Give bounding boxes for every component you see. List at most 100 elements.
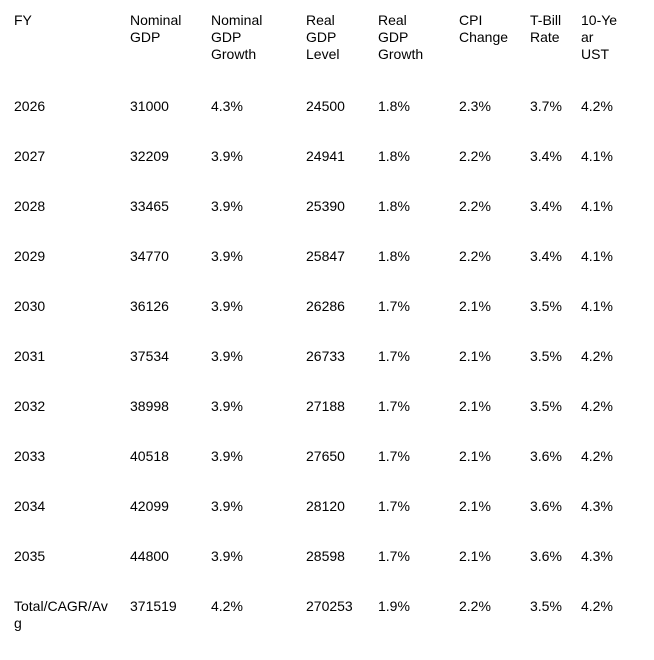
table-row: 2027 32209 3.9% 24941 1.8% 2.2% 3.4% 4.1% bbox=[14, 148, 654, 198]
table-cell: 4.2% bbox=[581, 348, 613, 364]
table-cell: 1.8% bbox=[378, 198, 410, 214]
table-row: 2033 40518 3.9% 27650 1.7% 2.1% 3.6% 4.2% bbox=[14, 448, 654, 498]
table-cell: 1.7% bbox=[378, 398, 410, 414]
table-cell: 4.1% bbox=[581, 148, 613, 164]
table-cell: 32209 bbox=[130, 148, 169, 164]
table-cell: 38998 bbox=[130, 398, 169, 414]
table-cell: 371519 bbox=[130, 598, 177, 614]
table-cell: 44800 bbox=[130, 548, 169, 564]
table-cell: 3.5% bbox=[530, 348, 562, 364]
table-cell: 4.1% bbox=[581, 248, 613, 264]
table-cell: 3.4% bbox=[530, 148, 562, 164]
table-row: Total/CAGR/Av g 371519 4.2% 270253 1.9% 2.2% 3.… bbox=[14, 598, 654, 648]
header-line: CPI bbox=[459, 12, 483, 28]
table-cell: 27650 bbox=[306, 448, 345, 464]
column-header-cpi-change: CPI Change bbox=[459, 12, 530, 98]
row-label-line: 2029 bbox=[14, 248, 46, 264]
row-label-line: Total/CAGR/Av bbox=[14, 598, 108, 614]
table-cell: 2.2% bbox=[459, 148, 491, 164]
table-cell: 28120 bbox=[306, 498, 345, 514]
header-line: GDP bbox=[378, 29, 409, 45]
table-cell: 2.3% bbox=[459, 98, 491, 114]
table-cell: 4.1% bbox=[581, 298, 613, 314]
table-cell: 1.8% bbox=[378, 98, 410, 114]
header-line: Nominal bbox=[130, 12, 182, 28]
table-cell: 3.5% bbox=[530, 398, 562, 414]
table-cell: 1.7% bbox=[378, 298, 410, 314]
table-cell: 3.9% bbox=[211, 248, 243, 264]
table-cell: 4.2% bbox=[581, 598, 613, 614]
table-cell: 4.2% bbox=[581, 398, 613, 414]
table-cell: 3.4% bbox=[530, 248, 562, 264]
row-label-cell: 2029 bbox=[14, 248, 130, 298]
table-cell: 2.1% bbox=[459, 448, 491, 464]
table-cell: 28598 bbox=[306, 548, 345, 564]
row-label-cell: 2033 bbox=[14, 448, 130, 498]
header-line: Change bbox=[459, 29, 509, 45]
header-line: T-Bill bbox=[530, 12, 562, 28]
row-label-cell: 2028 bbox=[14, 198, 130, 248]
table-cell: 4.2% bbox=[581, 98, 613, 114]
header-line: UST bbox=[581, 46, 609, 62]
table-row: 2035 44800 3.9% 28598 1.7% 2.1% 3.6% 4.3% bbox=[14, 548, 654, 598]
table-cell: 42099 bbox=[130, 498, 169, 514]
table-cell: 2.1% bbox=[459, 298, 491, 314]
row-label-cell: Total/CAGR/Av g bbox=[14, 598, 130, 648]
header-line: Rate bbox=[530, 29, 560, 45]
header-line: Growth bbox=[211, 46, 257, 62]
row-label-cell: 2034 bbox=[14, 498, 130, 548]
table-cell: 1.7% bbox=[378, 448, 410, 464]
table-cell: 3.6% bbox=[530, 548, 562, 564]
row-label-line: 2028 bbox=[14, 198, 46, 214]
table-cell: 3.6% bbox=[530, 498, 562, 514]
table-cell: 36126 bbox=[130, 298, 169, 314]
table-cell: 24500 bbox=[306, 98, 345, 114]
column-header-nominal-gdp-growth: Nominal GDP Growth bbox=[211, 12, 306, 98]
table-cell: 3.5% bbox=[530, 298, 562, 314]
row-label-cell: 2030 bbox=[14, 298, 130, 348]
table-row: 2031 37534 3.9% 26733 1.7% 2.1% 3.5% 4.2% bbox=[14, 348, 654, 398]
table-cell: 27188 bbox=[306, 398, 345, 414]
table-cell: 3.9% bbox=[211, 148, 243, 164]
header-line: Nominal bbox=[211, 12, 263, 28]
column-header-fy: FY bbox=[14, 12, 130, 98]
header-line: Growth bbox=[378, 46, 424, 62]
table-cell: 2.1% bbox=[459, 348, 491, 364]
table-cell: 33465 bbox=[130, 198, 169, 214]
table-cell: 3.9% bbox=[211, 198, 243, 214]
row-label-line: 2031 bbox=[14, 348, 46, 364]
row-label-cell: 2027 bbox=[14, 148, 130, 198]
table-body: 2026 31000 4.3% 24500 1.8% 2.3% 3.7% 4.2% 2027 32… bbox=[14, 98, 654, 648]
row-label-line: 2033 bbox=[14, 448, 46, 464]
header-line: Level bbox=[306, 46, 340, 62]
table-cell: 3.9% bbox=[211, 298, 243, 314]
header-line: GDP bbox=[211, 29, 242, 45]
header-line: ar bbox=[581, 29, 594, 45]
row-label-line: g bbox=[14, 615, 22, 631]
table-cell: 4.3% bbox=[211, 98, 243, 114]
table-row: 2026 31000 4.3% 24500 1.8% 2.3% 3.7% 4.2% bbox=[14, 98, 654, 148]
table-cell: 2.2% bbox=[459, 198, 491, 214]
table-cell: 4.3% bbox=[581, 498, 613, 514]
table-cell: 1.9% bbox=[378, 598, 410, 614]
header-line: 10-Ye bbox=[581, 12, 618, 28]
table-cell: 34770 bbox=[130, 248, 169, 264]
row-label-cell: 2031 bbox=[14, 348, 130, 398]
table-cell: 3.9% bbox=[211, 548, 243, 564]
table-cell: 3.4% bbox=[530, 198, 562, 214]
table-cell: 4.3% bbox=[581, 548, 613, 564]
fiscal-projection-table: FY Nominal GDP Nominal GDP Growth Real GDP Level… bbox=[14, 12, 654, 648]
table-cell: 26286 bbox=[306, 298, 345, 314]
header-line: Real bbox=[378, 12, 407, 28]
table-cell: 40518 bbox=[130, 448, 169, 464]
table-row: 2029 34770 3.9% 25847 1.8% 2.2% 3.4% 4.1% bbox=[14, 248, 654, 298]
table-cell: 1.7% bbox=[378, 348, 410, 364]
table-row: 2030 36126 3.9% 26286 1.7% 2.1% 3.5% 4.1% bbox=[14, 298, 654, 348]
table-cell: 3.9% bbox=[211, 448, 243, 464]
table-cell: 270253 bbox=[306, 598, 353, 614]
table-cell: 1.7% bbox=[378, 548, 410, 564]
table-cell: 2.1% bbox=[459, 498, 491, 514]
table-cell: 25847 bbox=[306, 248, 345, 264]
table-cell: 3.6% bbox=[530, 448, 562, 464]
row-label-line: 2035 bbox=[14, 548, 46, 564]
